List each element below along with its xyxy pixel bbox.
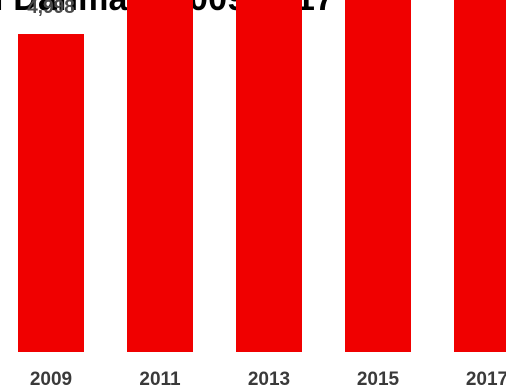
bar-2013 <box>236 0 302 352</box>
value-label-2009: 4,998 <box>27 0 75 18</box>
x-tick-label-2013: 2013 <box>248 369 290 386</box>
bar-2017 <box>454 0 506 352</box>
x-tick-label-2009: 2009 <box>30 369 72 386</box>
x-tick-label-2015: 2015 <box>357 369 400 386</box>
bar-2015 <box>345 0 411 352</box>
bar-2009 <box>18 34 84 352</box>
x-tick-label-2017: 2017 <box>466 369 506 386</box>
bar-2011 <box>127 0 193 353</box>
x-tick-label-2011: 2011 <box>139 369 181 386</box>
